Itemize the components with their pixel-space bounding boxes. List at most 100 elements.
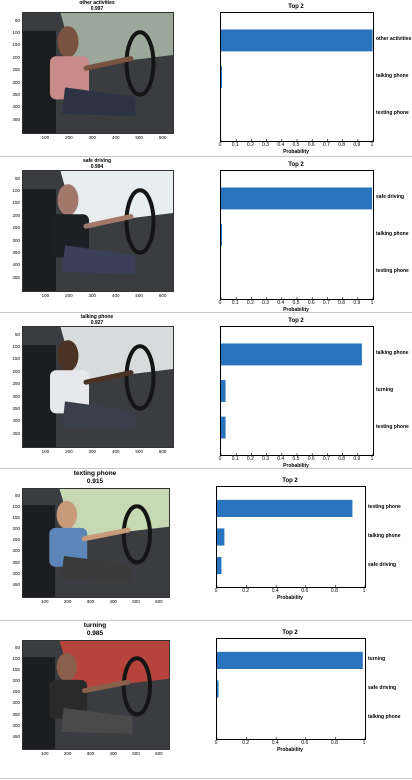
bar-plot xyxy=(220,12,374,142)
driver-photo xyxy=(22,12,174,134)
window xyxy=(59,641,169,690)
x-tick-label: 1 xyxy=(362,740,366,746)
x-tick-label: 0.8 xyxy=(330,740,338,746)
driver-legs xyxy=(60,707,133,734)
category-label: turning xyxy=(368,656,386,663)
image-y-tick: 400 xyxy=(12,570,20,576)
bar-area xyxy=(216,651,366,739)
bar-1 xyxy=(221,343,362,366)
image-x-tick: 300 xyxy=(88,135,97,140)
image-y-tick: 450 xyxy=(12,274,20,280)
panel-1: other activities 0.997 50 100 150 200 250 300 35… xyxy=(0,0,412,157)
driver-arm xyxy=(83,214,134,229)
x-tick-label: 0.3 xyxy=(262,456,270,462)
x-tick-label: 0.3 xyxy=(262,300,270,306)
driver-arm xyxy=(83,370,134,385)
driver-head xyxy=(56,500,78,529)
image-y-tick: 400 xyxy=(12,722,20,728)
steering-wheel xyxy=(121,504,153,565)
image-x-tick: 600 xyxy=(158,135,167,140)
x-tick-label: 0.7 xyxy=(322,142,330,148)
image-title: texting phone xyxy=(73,470,117,477)
bar-2 xyxy=(217,528,225,546)
bar-area xyxy=(220,343,374,455)
image-y-tick: 300 xyxy=(12,79,20,85)
photo-scene xyxy=(23,641,169,749)
photo-scene xyxy=(23,327,173,447)
driver-torso xyxy=(50,56,89,100)
x-tick-label: 0.4 xyxy=(277,300,285,306)
driver-photo xyxy=(22,170,174,292)
image-y-tick: 50 xyxy=(14,331,20,337)
steering-wheel xyxy=(124,344,156,411)
image-y-tick: 150 xyxy=(12,356,20,362)
x-tick-label: 0 xyxy=(218,456,222,462)
category-label: safe driving xyxy=(376,194,405,201)
image-score: 0.994 xyxy=(90,163,104,170)
image-score: 0.915 xyxy=(86,478,104,485)
category-label: texting phone xyxy=(376,423,409,430)
image-x-tick: 100 xyxy=(41,135,50,140)
x-tick-label: 0.9 xyxy=(353,456,361,462)
image-title: safe driving xyxy=(82,158,112,164)
image-x-tick: 400 xyxy=(109,599,117,604)
x-tick-label: 0 xyxy=(214,740,218,746)
bar-1 xyxy=(221,187,373,210)
x-tick-label: 1 xyxy=(370,142,374,148)
x-tick-label: 0.8 xyxy=(338,300,346,306)
bar-1 xyxy=(217,499,353,517)
x-tick-label: 0.1 xyxy=(231,300,239,306)
panel-4: texting phone 0.915 50 100 150 200 250 300 350 40… xyxy=(0,470,412,621)
image-score: 0.985 xyxy=(86,630,104,637)
image-x-tick: 100 xyxy=(41,751,49,756)
category-label: talking phone xyxy=(376,350,409,357)
bar-2 xyxy=(221,380,226,402)
image-y-tick: 350 xyxy=(12,559,20,565)
photo-scene xyxy=(23,13,173,133)
x-tick-label: 0.6 xyxy=(307,300,315,306)
image-y-tick: 350 xyxy=(12,405,20,411)
chart-title: Top 2 xyxy=(288,162,304,168)
image-y-tick: 50 xyxy=(14,17,20,23)
image-y-tick: 100 xyxy=(12,655,20,661)
x-tick-label: 0.2 xyxy=(246,300,254,306)
photo-scene xyxy=(23,489,169,597)
image-y-tick: 100 xyxy=(12,30,20,36)
image-x-tick: 600 xyxy=(155,599,163,604)
category-label: texting phone xyxy=(376,109,409,116)
x-tick-label: 0 xyxy=(218,300,222,306)
image-y-tick: 400 xyxy=(12,418,20,424)
image-y-tick: 250 xyxy=(12,225,20,231)
image-title: other activities xyxy=(79,0,115,6)
bar-2 xyxy=(217,680,219,698)
x-tick-label: 0.6 xyxy=(307,456,315,462)
panel-3: talking phone 0.927 50 100 150 200 250 300 350 40… xyxy=(0,314,412,469)
x-axis-label: Probability xyxy=(277,747,303,753)
x-tick-label: 0.6 xyxy=(301,588,309,594)
photo-scene xyxy=(23,171,173,291)
image-x-tick: 200 xyxy=(65,293,73,298)
image-x-tick: 400 xyxy=(109,751,117,756)
image-x-tick: 600 xyxy=(155,751,163,756)
x-tick-label: 0.2 xyxy=(246,456,254,462)
image-y-tick: 200 xyxy=(12,54,20,60)
bar-3 xyxy=(221,416,226,439)
x-axis-label: Probability xyxy=(283,149,309,155)
image-y-tick: 200 xyxy=(12,212,20,218)
x-tick-label: 0.8 xyxy=(338,456,346,462)
driver-photo xyxy=(22,640,170,750)
driver-legs xyxy=(60,555,133,582)
driver-legs xyxy=(62,245,136,275)
x-tick-label: 0.7 xyxy=(322,300,330,306)
category-label: other activities xyxy=(376,36,412,43)
bar-1 xyxy=(217,651,363,669)
image-score: 0.997 xyxy=(90,5,104,12)
x-tick-label: 1 xyxy=(362,588,366,594)
driver-photo xyxy=(22,488,170,598)
image-x-tick: 500 xyxy=(135,135,143,140)
image-y-tick: 450 xyxy=(12,430,20,436)
image-y-tick: 150 xyxy=(12,515,20,521)
driver-head xyxy=(57,184,79,216)
image-y-tick: 400 xyxy=(12,104,20,110)
panel-2: safe driving 0.994 50 100 150 200 250 300 350 400… xyxy=(0,158,412,313)
